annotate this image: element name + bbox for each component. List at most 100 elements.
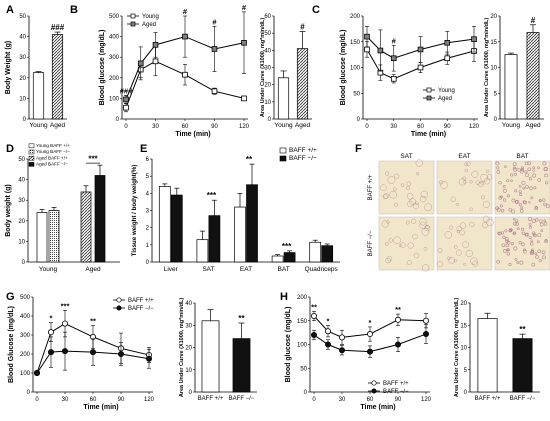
tissue-cell <box>518 184 522 188</box>
tissue-cell <box>406 260 412 266</box>
y-tick-label: 200 <box>350 14 361 20</box>
y-tick-label: 0 <box>304 390 308 396</box>
significance-label: ** <box>519 325 526 334</box>
tissue-cell <box>500 209 505 213</box>
tissue-cell <box>406 193 414 200</box>
data-point <box>422 317 429 324</box>
tissue-cell <box>482 215 490 223</box>
tissue-cell <box>463 262 467 266</box>
data-point <box>364 46 370 53</box>
tissue-cell <box>525 173 529 178</box>
data-point <box>152 42 159 48</box>
tissue-cell <box>506 179 510 183</box>
y-tick-label: 0 <box>27 390 31 396</box>
data-point <box>394 316 401 323</box>
x-axis-label: Time (min) <box>360 404 395 411</box>
data-point <box>48 349 55 356</box>
tissue-cell <box>462 241 470 249</box>
bar-0 <box>504 54 518 120</box>
legend-label: BAFF −/− <box>289 155 317 162</box>
tissue-cell <box>542 161 547 166</box>
significance-label: # <box>242 3 247 12</box>
tissue-cell <box>543 167 548 172</box>
data-point <box>444 39 451 46</box>
tissue-cell <box>527 167 532 172</box>
tissue-cell <box>411 218 417 224</box>
tissue-cell <box>424 225 431 232</box>
x-tick-label: 120 <box>144 397 155 403</box>
y-tick-label: 20 <box>185 346 192 352</box>
y-axis-label: Body weight (g) <box>5 184 12 237</box>
tissue-cell <box>512 217 516 221</box>
x-tick-label: 30 <box>390 124 397 130</box>
tissue-cell <box>381 220 389 228</box>
y-tick-label: 20 <box>460 301 467 307</box>
significance-label: ** <box>90 317 96 326</box>
data-point <box>394 341 401 348</box>
y-tick-label: 30 <box>19 55 26 61</box>
y-tick-label: 2 <box>146 226 150 232</box>
x-tick-label: 0 <box>35 397 39 403</box>
data-point <box>182 71 188 78</box>
y-tick-label: 10 <box>460 346 467 352</box>
tissue-cell <box>466 161 471 167</box>
tissue-cell <box>424 203 432 212</box>
tissue-cell <box>496 166 500 170</box>
tissue-cell <box>388 238 393 243</box>
y-tick-label: 400 <box>109 35 120 41</box>
panel-letter-g: G <box>6 291 15 303</box>
tissue-cell <box>531 219 536 224</box>
y-tick-label: 5 <box>464 368 468 374</box>
tissue-cell <box>495 206 499 211</box>
tissue-cell <box>521 166 524 170</box>
tissue-cell <box>511 198 516 203</box>
y-tick-label: 5 <box>494 91 498 97</box>
bar <box>309 241 322 263</box>
tissue-cell <box>537 249 541 253</box>
bar-2 <box>80 191 92 263</box>
x-tick-label: 30 <box>339 397 346 403</box>
y-tick-label: 30 <box>18 198 25 204</box>
bar <box>158 186 171 263</box>
tissue-cell <box>517 168 521 172</box>
bar-0 <box>277 77 290 120</box>
x-tick-label: 60 <box>367 397 374 403</box>
significance-label: # <box>392 36 397 45</box>
tissue-cell <box>520 206 524 210</box>
tissue-cell <box>469 180 473 184</box>
y-tick-label: 10 <box>185 368 192 374</box>
legend-label: Aged <box>438 96 452 102</box>
tissue-cell <box>513 167 518 172</box>
y-tick-label: 20 <box>264 83 271 89</box>
tissue-cell <box>512 221 517 226</box>
bar <box>234 206 246 263</box>
y-axis-label: Area Under Curve (X1000, mg*min/dL) <box>484 18 490 118</box>
bar-1 <box>296 48 309 120</box>
tissue-cell <box>472 260 479 267</box>
data-point <box>48 329 55 336</box>
legend-label: Aged <box>142 22 156 28</box>
tissue-cell <box>470 257 478 265</box>
tissue-cell <box>413 203 419 210</box>
category-label: Young <box>29 122 48 129</box>
data-point <box>182 33 188 40</box>
y-tick-label: 100 <box>20 371 31 377</box>
bar-0 <box>201 320 220 393</box>
data-point <box>417 64 424 71</box>
tissue-cell <box>541 198 546 202</box>
significance-label: * <box>50 314 53 323</box>
tissue-cell <box>459 222 467 229</box>
y-axis-label: Blood Glucose (mg/dL) <box>8 306 15 383</box>
tissue-cell <box>425 224 430 230</box>
tissue-cell <box>530 250 535 254</box>
tissue-cell <box>545 204 550 209</box>
y-tick-label: 200 <box>20 352 31 358</box>
tissue-cell <box>412 233 418 240</box>
legend-marker <box>371 380 377 386</box>
y-tick-label: 10 <box>490 66 497 72</box>
legend-marker <box>130 21 136 27</box>
tissue-cell <box>405 220 410 225</box>
tissue-cell <box>533 186 537 190</box>
x-tick-label: 60 <box>90 397 97 403</box>
panel-f-micrographs: SAT EAT BAT BAFF +/+ BAFF −/− <box>368 153 550 272</box>
